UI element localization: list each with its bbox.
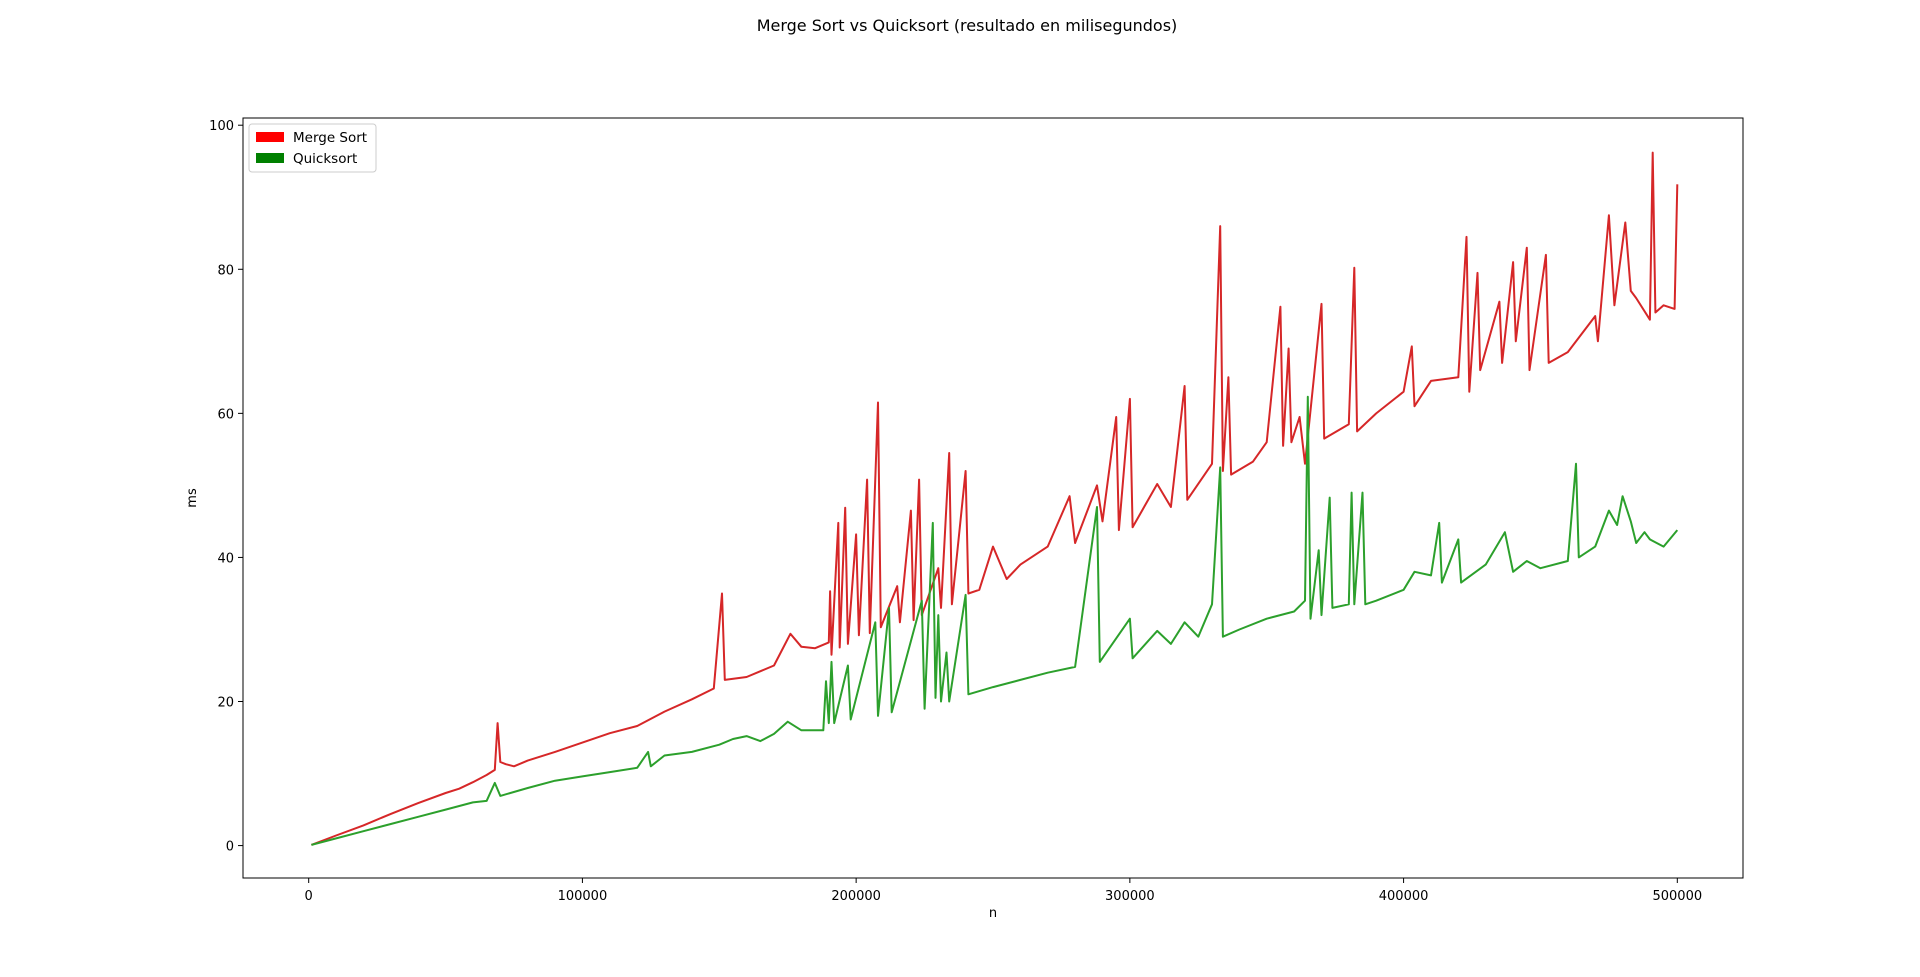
legend-label-quicksort: Quicksort [293, 151, 357, 167]
x-tick-label: 500000 [1652, 889, 1702, 904]
chart-title: Merge Sort vs Quicksort (resultado en mi… [757, 16, 1178, 35]
legend-swatch-merge-sort [256, 132, 284, 142]
y-tick-label: 100 [209, 119, 234, 134]
y-axis-label: ms [185, 488, 200, 508]
y-tick-label: 60 [217, 407, 234, 422]
series-line-quicksort [311, 395, 1679, 846]
x-tick-label: 400000 [1379, 889, 1429, 904]
y-tick-label: 80 [217, 263, 234, 278]
y-tick-label: 20 [217, 696, 234, 711]
x-axis-label: n [989, 906, 997, 921]
x-axis: 0 100000 200000 300000 400000 500000 [305, 878, 1702, 904]
x-tick-label: 0 [305, 889, 313, 904]
legend-swatch-quicksort [256, 153, 284, 163]
x-tick-label: 200000 [831, 889, 881, 904]
series-line-merge-sort [311, 151, 1679, 846]
y-tick-label: 40 [217, 551, 234, 566]
y-tick-label: 0 [226, 840, 234, 855]
legend: Merge Sort Quicksort [248, 123, 377, 173]
y-axis: 0 20 40 60 80 100 [209, 119, 243, 855]
x-tick-label: 300000 [1105, 889, 1155, 904]
x-tick-label: 100000 [558, 889, 608, 904]
plot-area [242, 117, 1744, 879]
legend-label-merge-sort: Merge Sort [293, 130, 367, 146]
series-layer [311, 151, 1679, 846]
